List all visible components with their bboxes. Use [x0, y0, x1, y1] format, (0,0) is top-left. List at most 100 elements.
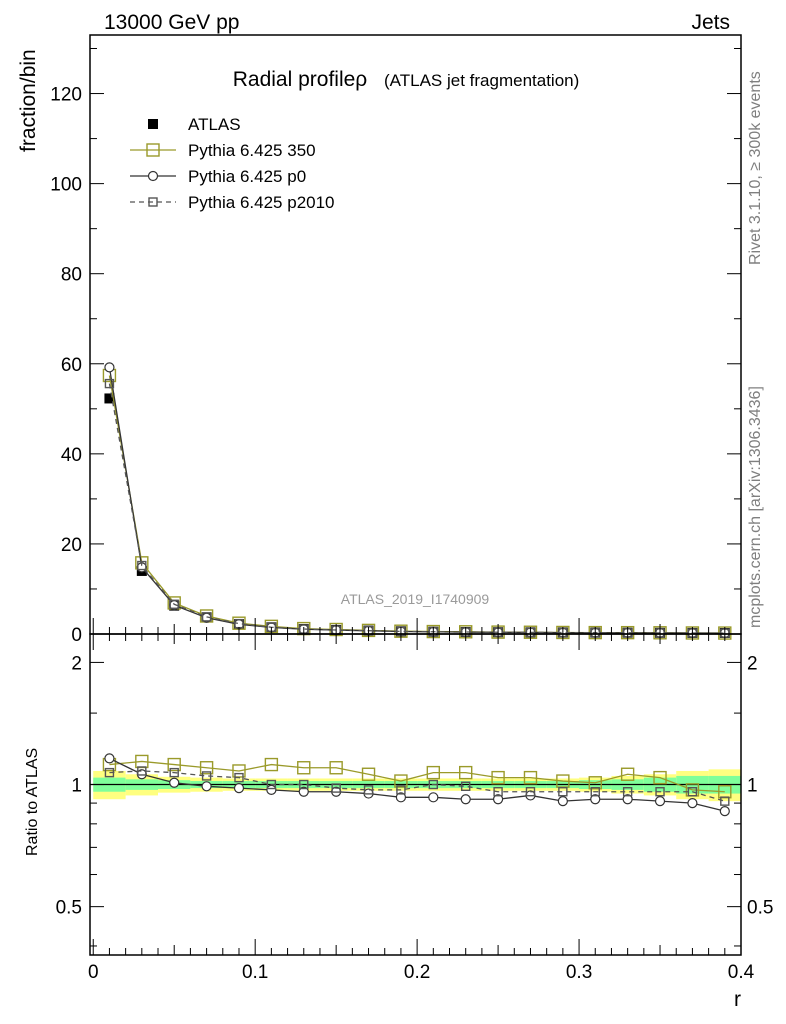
ratio-y-tick-label-right-1: 1: [747, 776, 758, 797]
legend-label-1: Pythia 6.425 350: [188, 141, 316, 160]
ratio-point-2-14: [558, 787, 568, 797]
legend-label-3: Pythia 6.425 p2010: [188, 193, 335, 212]
legend-marker-2: [147, 170, 159, 182]
ratio-point-0-17: [653, 770, 667, 785]
main-y-tick-label-3: 60: [61, 355, 82, 376]
ratio-point-1-12: [492, 794, 504, 805]
ratio-point-2-18: [687, 787, 698, 797]
ratio-point-1-10: [428, 792, 439, 803]
ratio-point-0-5: [264, 757, 279, 772]
ratio-point-0-3: [199, 761, 214, 775]
main-point-3-1: [137, 560, 147, 571]
ratio-point-1-17: [654, 796, 666, 807]
legend-entry-1: Pythia 6.425 350: [130, 141, 316, 160]
ratio-point-0-11: [459, 765, 473, 780]
ratio-point-0-15: [588, 776, 602, 790]
main-y-tick-label-1: 20: [61, 535, 82, 556]
energy-label: 13000 GeV pp: [104, 11, 239, 34]
source-label: mcplots.cern.ch [arXiv:1306.3436]: [747, 386, 764, 628]
legend-entry-0: ATLAS: [148, 115, 241, 134]
chart-title-main: Radial profileρ: [233, 68, 368, 91]
ratio-point-2-12: [493, 787, 503, 797]
ratio-point-0-9: [394, 774, 408, 788]
ratio-point-1-11: [460, 794, 471, 805]
main-y-axis-label: fraction/bin: [17, 49, 40, 152]
ratio-point-2-2: [169, 767, 179, 778]
ratio-y-tick-label-0: 0.5: [56, 898, 82, 919]
ratio-frame: [89, 633, 742, 956]
legend-marker-3: [148, 197, 158, 207]
ratio-point-1-0: [104, 753, 115, 764]
ratio-panel: 0.5 0.51 12 2 0 0.1 0.2 0.3 0.4 Ratio to ATLAS …: [24, 618, 773, 1011]
ratio-series-2: [104, 766, 730, 806]
ratio-point-2-10: [428, 779, 439, 790]
main-y-tick-label-2: 40: [61, 445, 82, 466]
ratio-point-2-3: [201, 771, 212, 781]
main-point-0-0: [104, 393, 115, 404]
ratio-point-1-14: [557, 796, 568, 807]
ratio-point-0-6: [297, 761, 311, 775]
ratio-point-0-16: [620, 767, 635, 781]
legend-marker-0: [148, 119, 158, 129]
ratio-point-2-19: [720, 796, 730, 806]
legend-entry-3: Pythia 6.425 p2010: [130, 193, 335, 212]
ratio-point-0-8: [361, 767, 376, 781]
legend-label-2: Pythia 6.425 p0: [188, 167, 306, 186]
main-point-3-0: [104, 378, 115, 389]
ratio-point-0-7: [329, 761, 343, 775]
ratio-point-1-9: [395, 792, 407, 803]
x-tick-label-4: 0.4: [728, 962, 755, 983]
ratio-point-2-5: [266, 779, 277, 790]
main-y-tick-label-6: 120: [50, 85, 82, 106]
main-y-tick-label-0: 0: [71, 625, 82, 646]
ratio-series-group: [102, 753, 732, 817]
ratio-point-1-19: [719, 806, 730, 817]
rivet-label: Rivet 3.1.10, ≥ 300k events: [747, 71, 764, 265]
legend-entry-2: Pythia 6.425 p0: [130, 167, 306, 186]
main-point-2-0: [104, 362, 115, 373]
ratio-point-2-16: [622, 787, 633, 797]
ratio-point-1-4: [233, 782, 245, 794]
ratio-point-2-15: [590, 787, 600, 797]
ratio-point-2-4: [234, 772, 244, 783]
ratio-point-2-0: [104, 767, 115, 778]
ratio-point-2-13: [525, 787, 536, 797]
ratio-point-2-6: [299, 779, 309, 790]
ratio-series-line-2: [109, 770, 725, 802]
main-y-ticks: 0 20 40 60 80 100 120: [50, 48, 741, 646]
analysis-watermark: ATLAS_2019_I1740909: [341, 591, 490, 607]
ratio-point-1-2: [169, 777, 180, 788]
x-ticks: 0 0.1 0.2 0.3 0.4: [88, 618, 755, 983]
ratio-y-tick-label-right-2: 2: [747, 653, 758, 674]
ratio-point-0-12: [491, 770, 505, 785]
ratio-point-2-7: [331, 783, 341, 793]
x-axis-label: r: [734, 988, 741, 1011]
ratio-point-2-11: [461, 781, 471, 792]
ratio-point-2-9: [396, 785, 406, 795]
x-tick-label-3: 0.3: [566, 962, 592, 983]
ratio-point-2-8: [363, 785, 374, 795]
x-tick-label-1: 0.1: [242, 962, 268, 983]
ratio-point-1-16: [622, 794, 633, 805]
legend-marker-1: [146, 143, 160, 157]
ratio-point-2-1: [137, 766, 147, 776]
ratio-point-1-18: [687, 797, 698, 809]
ratio-point-0-13: [523, 770, 538, 785]
ratio-point-0-10: [426, 765, 441, 780]
chart-title: Radial profileρ: [233, 68, 368, 91]
ratio-point-1-3: [201, 781, 212, 792]
main-y-tick-label-4: 80: [61, 265, 82, 286]
main-point-3-3: [201, 612, 212, 622]
ratio-point-0-2: [167, 757, 181, 772]
main-panel: Radial profileρ (ATLAS jet fragmentation…: [17, 34, 742, 646]
ratio-y-tick-label-right-0: 0.5: [747, 898, 773, 919]
ratio-y-axis-label: Ratio to ATLAS: [24, 748, 41, 856]
main-y-tick-label-5: 100: [50, 175, 82, 196]
ratio-point-1-6: [298, 786, 309, 797]
chart-subtitle: (ATLAS jet fragmentation): [384, 71, 579, 90]
ratio-point-1-15: [590, 794, 601, 805]
x-tick-label-0: 0: [88, 962, 99, 983]
main-point-3-2: [169, 599, 179, 609]
legend: ATLAS Pythia 6.425 350 Pythia 6.425 p0 Pyth…: [130, 115, 335, 212]
